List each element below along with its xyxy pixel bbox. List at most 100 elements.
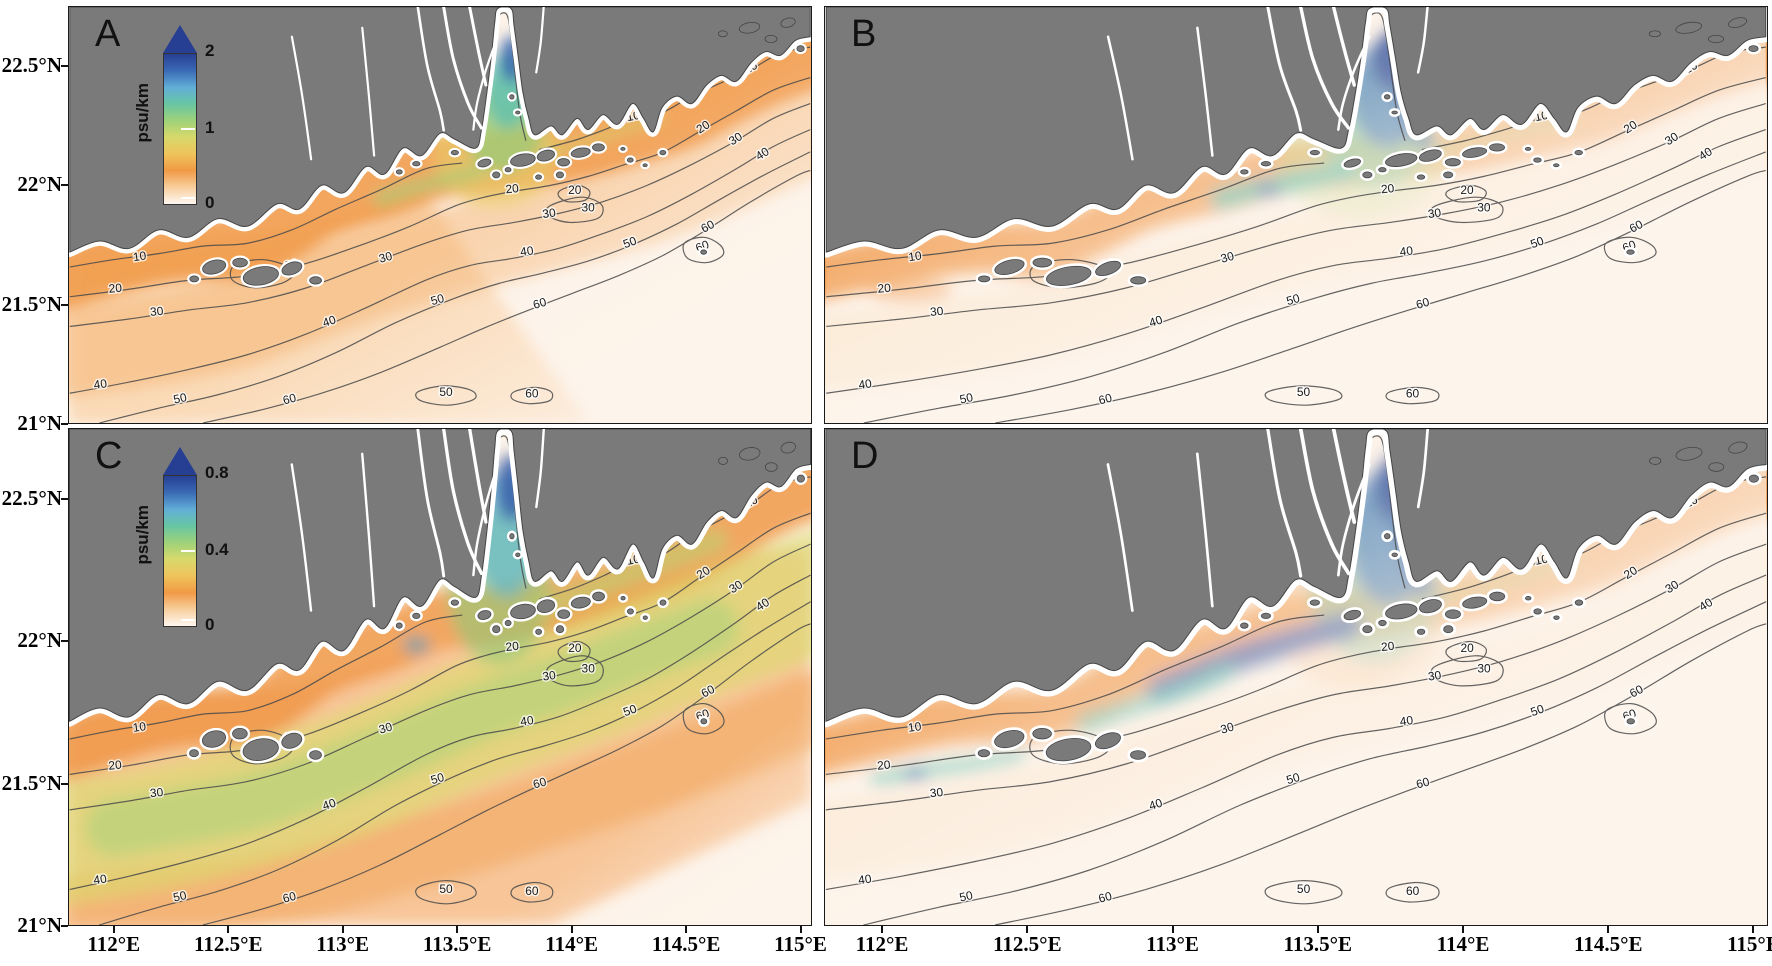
- contour-label: 40: [1147, 795, 1164, 813]
- lon-tick-label: 112.5°E: [993, 932, 1062, 956]
- lat-tick-label: 21°N: [17, 411, 62, 435]
- colorbar-tick-label-max: 0.8: [205, 463, 229, 482]
- lon-tick-mark: [1607, 926, 1610, 933]
- river-channels: [290, 7, 545, 161]
- lon-tick-mark: [570, 926, 573, 933]
- islands: [977, 441, 1759, 762]
- contour-label: 40: [321, 795, 338, 813]
- contour-label: 60: [281, 391, 298, 408]
- lon-tick-mark: [1316, 926, 1319, 933]
- colorbar-tick-label-max: 2: [205, 41, 215, 60]
- contour-label: 20: [1380, 181, 1395, 196]
- contour-label: 20: [568, 183, 582, 197]
- contour-label: 40: [858, 376, 873, 392]
- contour-label: 60: [1406, 387, 1420, 401]
- lon-tick-label: 115°E: [774, 932, 827, 956]
- contour-label: 60: [1097, 889, 1114, 906]
- colorbar-tick-label-mid: 0.4: [205, 540, 229, 559]
- lat-tick-mark: [61, 184, 68, 187]
- lon-tick-mark: [1026, 926, 1029, 933]
- panel-b-label: B: [851, 13, 877, 55]
- colorbar-bottom: psu/km 0.8 0.4 0: [133, 447, 273, 662]
- lon-tick-mark: [685, 926, 688, 933]
- contour-label: 60: [1414, 295, 1431, 312]
- lon-tick-mark: [799, 926, 802, 933]
- contour-label: 50: [958, 390, 974, 407]
- contour-label: 30: [582, 662, 596, 676]
- contour-label: 20: [1460, 183, 1474, 197]
- contour-label: 60: [1097, 391, 1114, 408]
- contour-label: 60: [531, 774, 548, 791]
- colorbar-tick-label-min: 0: [205, 615, 215, 634]
- contour-label: 40: [519, 243, 534, 259]
- colorbar-tick-label-min: 0: [205, 193, 215, 212]
- contour-label: 50: [1297, 882, 1311, 896]
- contour-label: 30: [149, 304, 164, 319]
- lat-tick-label: 22°N: [17, 628, 62, 653]
- lon-tick-label: 113°E: [316, 932, 370, 956]
- contour-label: 30: [542, 668, 557, 684]
- contour-label: 30: [377, 249, 394, 266]
- panel-d: 1010101020202020203030303030404040405050…: [824, 428, 1768, 926]
- land: [825, 429, 1767, 722]
- contour-label: 50: [1297, 385, 1311, 399]
- islands: [189, 17, 805, 286]
- lon-tick-label: 112.5°E: [194, 932, 263, 956]
- lon-tick-mark: [227, 926, 230, 933]
- lon-tick-mark: [456, 926, 459, 933]
- map-a: 1010101020202020203030303030404040405050…: [69, 7, 811, 423]
- contour-label: 40: [321, 312, 338, 330]
- contour-label: 10: [132, 719, 147, 735]
- colorbar-arrow-cap: [163, 25, 197, 53]
- contour-label: 20: [1380, 639, 1395, 654]
- contour-label: 20: [1460, 641, 1474, 655]
- lon-tick-mark: [1752, 926, 1755, 933]
- lat-tick-mark: [61, 498, 68, 501]
- contour-label: 40: [1399, 243, 1414, 259]
- panel-c-label: C: [95, 435, 123, 477]
- lon-tick-label: 114°E: [1436, 932, 1490, 956]
- contour-label: 60: [525, 387, 539, 401]
- colorbar-arrow-cap: [163, 447, 197, 475]
- contour-label: 10: [132, 248, 147, 264]
- islands: [978, 17, 1759, 286]
- river-channels: [290, 429, 545, 612]
- contour-label: 30: [1219, 719, 1236, 736]
- land: [825, 7, 1767, 253]
- land: [69, 429, 811, 722]
- contour-label: 50: [172, 390, 188, 407]
- contour-label: 20: [505, 639, 520, 654]
- lon-tick-mark: [1461, 926, 1464, 933]
- contour-label: 30: [1477, 662, 1491, 676]
- contour-label: 50: [439, 385, 453, 399]
- lat-tick-mark: [61, 64, 68, 67]
- contour-label: 10: [907, 719, 922, 735]
- contour-label: 30: [1219, 249, 1236, 266]
- colorbar-tick-mark: [181, 197, 195, 199]
- colorbar-tick-mark: [181, 550, 195, 552]
- panel-b: 1010101020202020203030303030404040405050…: [824, 6, 1768, 424]
- lon-tick-label: 114°E: [545, 932, 598, 956]
- contour-label: 60: [531, 295, 548, 312]
- panel-a: 1010101020202020203030303030404040405050…: [68, 6, 812, 424]
- contour-label: 40: [93, 376, 108, 392]
- contour-label: 30: [541, 205, 556, 221]
- lon-tick-label: 114.5°E: [1574, 932, 1643, 956]
- contour-label: 40: [92, 872, 107, 888]
- land: [69, 7, 811, 253]
- lon-tick-label: 113°E: [1146, 932, 1199, 956]
- lat-tick-label: 21°N: [17, 913, 62, 937]
- contour-label: 50: [958, 888, 974, 905]
- lat-tick-mark: [61, 640, 68, 643]
- contour-label: 30: [581, 200, 595, 214]
- contour-label: 40: [857, 872, 872, 888]
- contour-label: 20: [505, 181, 520, 196]
- lon-tick-label: 112°E: [855, 932, 909, 956]
- depth-contours: [826, 12, 1766, 423]
- lon-tick-label: 114.5°E: [651, 932, 721, 956]
- contour-label: 20: [108, 758, 123, 773]
- contour-label: 60: [1406, 884, 1420, 898]
- lon-tick-mark: [112, 926, 115, 933]
- lat-tick-mark: [61, 303, 68, 306]
